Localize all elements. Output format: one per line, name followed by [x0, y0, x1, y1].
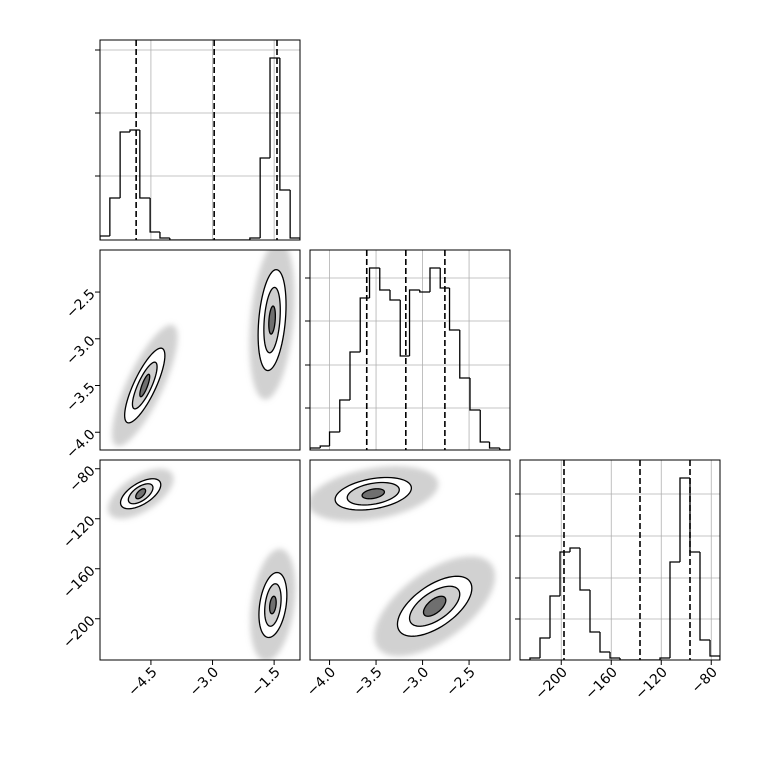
histogram-step: [149, 198, 160, 233]
axes-frame: [309, 459, 511, 661]
histogram-step: [289, 190, 300, 240]
histogram-step: [479, 410, 490, 443]
histogram-step: [408, 289, 420, 356]
panel: −4.0 −3.5 −3.0 −2.5: [304, 459, 511, 700]
contour: [135, 488, 147, 500]
histogram-step: [139, 130, 151, 199]
histogram-step: [579, 548, 590, 591]
plot-area: [310, 250, 510, 450]
histogram-step: [659, 657, 670, 660]
x-tick-label: −120: [632, 664, 671, 703]
histogram-step: [469, 378, 481, 411]
histogram-step: [599, 632, 610, 653]
histogram-step: [368, 267, 380, 298]
contour: [361, 488, 386, 500]
histogram-step: [569, 547, 580, 552]
histogram-step: [499, 448, 510, 450]
histogram-step: [269, 57, 280, 158]
plot-area: [111, 250, 295, 447]
x-tick-label: −4.5: [125, 664, 160, 699]
histogram-step: [319, 445, 330, 448]
x-tick-label: −3.0: [187, 664, 222, 699]
axes-frame: [99, 459, 301, 661]
panel: [95, 39, 301, 241]
panel: −4.0 −3.5 −3.0 −2.5: [63, 249, 301, 462]
contour: [422, 595, 447, 617]
y-tick-label: −2.5: [63, 286, 98, 321]
histogram-step: [310, 447, 321, 450]
axes-frame: [519, 459, 721, 661]
contour: [139, 373, 151, 398]
x-tick-label: −1.5: [248, 664, 283, 699]
panel: −200 −160 −120 −80: [515, 459, 721, 703]
histogram-step: [609, 652, 620, 659]
plot-area: [100, 40, 300, 240]
contour: [268, 595, 277, 615]
histogram-step: [339, 399, 350, 432]
histogram-step: [159, 232, 170, 239]
histogram-step: [539, 637, 550, 658]
axes-frame: [309, 249, 511, 451]
histogram-step: [419, 290, 430, 293]
x-tick-label: −4.0: [304, 664, 339, 699]
histogram-step: [259, 157, 271, 238]
y-tick-label: −4.0: [63, 427, 98, 462]
y-tick-label: −3.0: [63, 333, 98, 368]
histogram-step: [529, 657, 540, 660]
histogram-step: [619, 658, 630, 660]
histogram-step: [389, 290, 401, 301]
histogram-step: [119, 131, 130, 198]
histogram-step: [129, 129, 140, 132]
histogram-step: [439, 268, 450, 289]
plot-area: [107, 468, 296, 660]
x-tick-label: −2.5: [443, 664, 478, 699]
y-tick-label: −3.5: [63, 380, 98, 415]
histogram-step: [679, 477, 690, 562]
plot-area: [520, 460, 720, 660]
y-tick-label: −120: [60, 513, 99, 552]
histogram-step: [100, 235, 110, 240]
histogram-step: [549, 595, 560, 638]
x-tick-label: −200: [532, 664, 571, 703]
histogram-step: [669, 561, 680, 658]
axes-frame: [99, 249, 301, 451]
histogram-step: [699, 552, 710, 641]
histogram-step: [109, 197, 121, 236]
histogram-step: [429, 267, 441, 292]
x-tick-label: −160: [582, 664, 621, 703]
histogram-step: [448, 288, 460, 331]
histogram-step: [359, 297, 370, 352]
y-tick-label: −200: [60, 613, 99, 652]
histogram-step: [169, 238, 181, 240]
histogram-step: [379, 268, 390, 291]
panel: [305, 249, 511, 451]
histogram-step: [709, 640, 720, 660]
histogram-step: [399, 300, 410, 357]
x-tick-label: −80: [689, 664, 721, 696]
histogram-step: [279, 58, 291, 191]
histogram-step: [488, 442, 500, 449]
panel: −200 −160 −120 −80 −4.5 −3.0 −1.5: [60, 459, 301, 700]
histogram-step: [459, 330, 470, 379]
x-tick-label: −3.5: [350, 664, 385, 699]
x-tick-label: −3.0: [397, 664, 432, 699]
y-tick-label: −80: [66, 463, 98, 495]
histogram-step: [349, 351, 361, 400]
contour: [268, 305, 277, 335]
histogram-step: [589, 590, 600, 633]
histogram-step: [249, 237, 261, 240]
histogram-step: [689, 478, 700, 553]
histogram-step: [328, 431, 340, 446]
plot-area: [310, 466, 496, 657]
histogram-step: [559, 551, 570, 596]
axes-frame: [99, 39, 301, 241]
y-tick-label: −160: [60, 563, 99, 602]
